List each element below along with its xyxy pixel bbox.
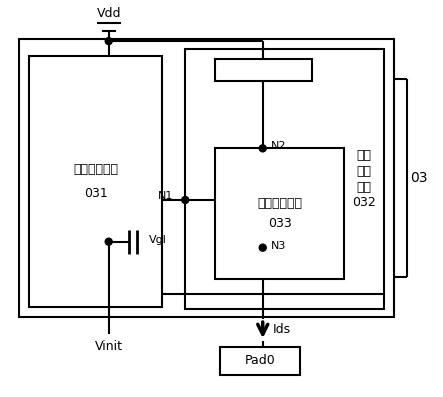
Text: N2: N2 bbox=[271, 141, 286, 151]
Bar bbox=[185, 49, 384, 309]
Text: N1: N1 bbox=[157, 191, 173, 201]
Bar bbox=[19, 39, 394, 317]
Text: 031: 031 bbox=[84, 187, 108, 200]
Text: Pad0: Pad0 bbox=[245, 355, 275, 367]
Text: Ids: Ids bbox=[273, 323, 291, 335]
Text: 第三测试电路: 第三测试电路 bbox=[257, 197, 302, 210]
Circle shape bbox=[259, 145, 266, 152]
Circle shape bbox=[105, 238, 112, 245]
Text: 电路: 电路 bbox=[357, 181, 372, 194]
Text: 测试: 测试 bbox=[357, 165, 372, 178]
Bar bbox=[215, 148, 344, 279]
Text: 第二: 第二 bbox=[357, 149, 372, 162]
Bar bbox=[29, 56, 163, 307]
Text: 032: 032 bbox=[352, 197, 376, 210]
Bar bbox=[215, 59, 312, 81]
Circle shape bbox=[182, 197, 189, 204]
Text: 03: 03 bbox=[410, 171, 427, 185]
Bar bbox=[220, 347, 299, 375]
Text: Vgl: Vgl bbox=[148, 235, 166, 245]
Text: Vdd: Vdd bbox=[97, 7, 121, 20]
Text: N3: N3 bbox=[271, 241, 286, 251]
Circle shape bbox=[105, 38, 112, 44]
Text: 第一测试电路: 第一测试电路 bbox=[73, 163, 118, 176]
Text: Vinit: Vinit bbox=[95, 341, 123, 353]
Circle shape bbox=[259, 244, 266, 251]
Text: 033: 033 bbox=[268, 217, 291, 230]
